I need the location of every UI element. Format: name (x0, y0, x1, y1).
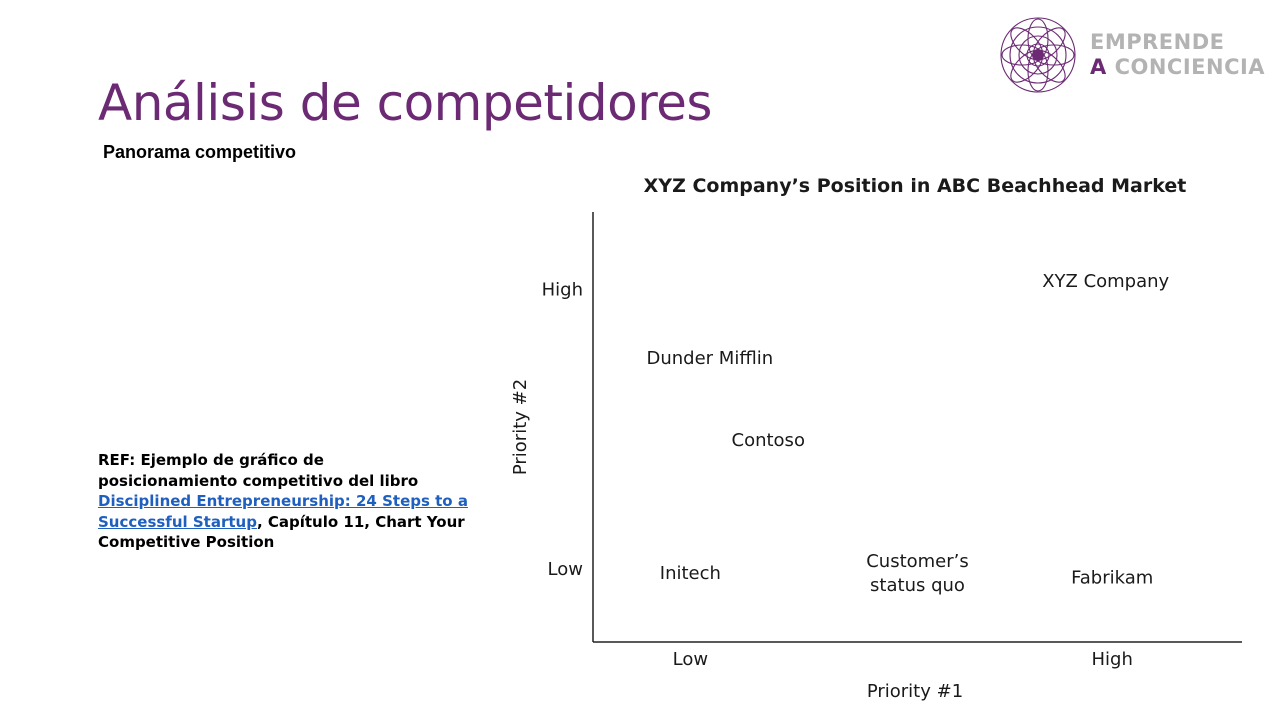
y-axis-label: Priority #2 (510, 379, 531, 475)
positioning-chart: XYZ Company’s Position in ABC Beachhead … (510, 175, 1242, 702)
data-point-label: Dunder Mifflin (646, 348, 773, 369)
data-point-label: Customer’s status quo (866, 551, 969, 596)
data-point-labels: XYZ Company Dunder Mifflin Contoso Initech C… (646, 271, 1169, 596)
data-point-label: Initech (660, 563, 721, 584)
logo-line-2-a: A (1090, 55, 1107, 79)
chart-title: XYZ Company’s Position in ABC Beachhead … (644, 175, 1187, 197)
logo-line-2-b: CONCIENCIA (1114, 55, 1266, 79)
logo-line-1: EMPRENDE (1090, 30, 1225, 54)
data-point-label: Contoso (732, 430, 805, 451)
book-link[interactable]: Disciplined Entrepreneurship: 24 Steps t… (98, 492, 468, 531)
reference-prefix: REF: Ejemplo de gráfico de posicionamien… (98, 451, 419, 490)
logo-wordmark: EMPRENDE A CONCIENCIA (1090, 30, 1265, 80)
flower-mandala-icon (1000, 17, 1076, 93)
x-tick-labels: Low High (673, 649, 1133, 670)
data-point-label: XYZ Company (1042, 271, 1169, 292)
y-tick-labels: Low High (542, 279, 583, 580)
data-point-label: Fabrikam (1071, 568, 1153, 589)
slide-title: Análisis de competidores (98, 74, 712, 132)
brand-logo: EMPRENDE A CONCIENCIA (996, 14, 1276, 96)
slide-subtitle: Panorama competitivo (103, 142, 297, 162)
reference-suffix: , Capítulo 11, Chart Your Competitive Po… (98, 512, 465, 552)
y-tick-label: High (542, 279, 583, 300)
x-tick-label: Low (673, 649, 708, 670)
reference-note: REF: Ejemplo de gráfico de posicionamien… (98, 450, 468, 553)
y-tick-label: Low (548, 559, 583, 580)
x-axis-label: Priority #1 (867, 681, 963, 702)
x-tick-label: High (1092, 649, 1133, 670)
